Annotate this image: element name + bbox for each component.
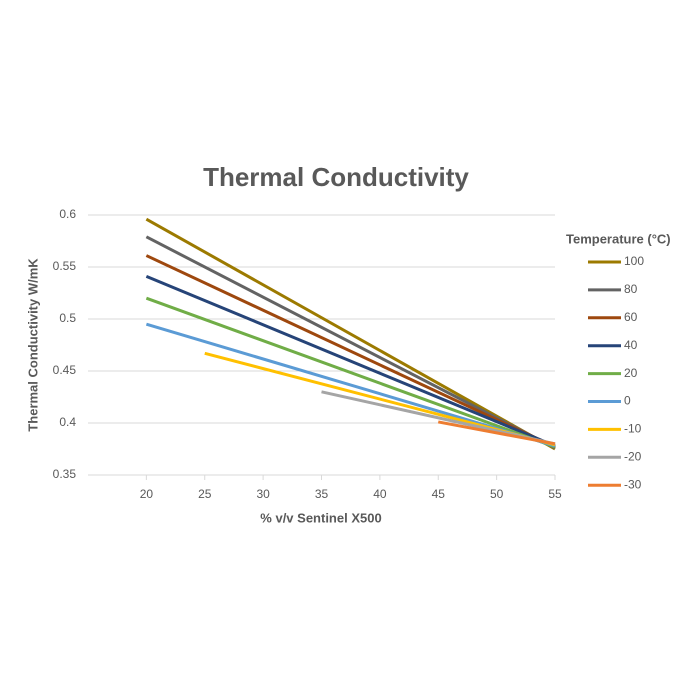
series-line	[145, 274, 556, 448]
x-tick-label: 30	[256, 487, 270, 501]
x-axis-label: % v/v Sentinel X500	[260, 510, 381, 525]
legend-title: Temperature (°C)	[566, 231, 671, 246]
y-tick-label: 0.5	[59, 311, 76, 325]
legend-label: 60	[624, 310, 638, 324]
y-tick-label: 0.35	[53, 467, 77, 481]
y-tick-label: 0.6	[59, 207, 76, 221]
series-line	[145, 217, 556, 451]
x-tick-label: 35	[315, 487, 329, 501]
legend-label: 0	[624, 394, 631, 408]
legend-label: 20	[624, 366, 638, 380]
legend-label: -30	[624, 477, 642, 491]
legend-label: 80	[624, 282, 638, 296]
series-line	[145, 235, 556, 450]
legend-label: 40	[624, 338, 638, 352]
y-tick-label: 0.45	[53, 363, 77, 377]
x-tick-label: 20	[140, 487, 154, 501]
x-tick-label: 25	[198, 487, 212, 501]
series-line	[437, 420, 556, 446]
y-tick-label: 0.55	[53, 259, 77, 273]
legend-label: -10	[624, 422, 642, 436]
legend-label: 100	[624, 254, 644, 268]
x-tick-label: 40	[373, 487, 387, 501]
x-tick-label: 55	[548, 487, 562, 501]
x-tick-label: 50	[490, 487, 504, 501]
series-line	[145, 296, 556, 449]
x-tick-label: 45	[432, 487, 446, 501]
legend-label: -20	[624, 449, 642, 463]
chart-title: Thermal Conductivity	[203, 162, 469, 192]
y-axis-label: Thermal Conductivity W/mK	[25, 258, 40, 432]
series-line	[145, 254, 556, 449]
y-tick-label: 0.4	[59, 415, 76, 429]
